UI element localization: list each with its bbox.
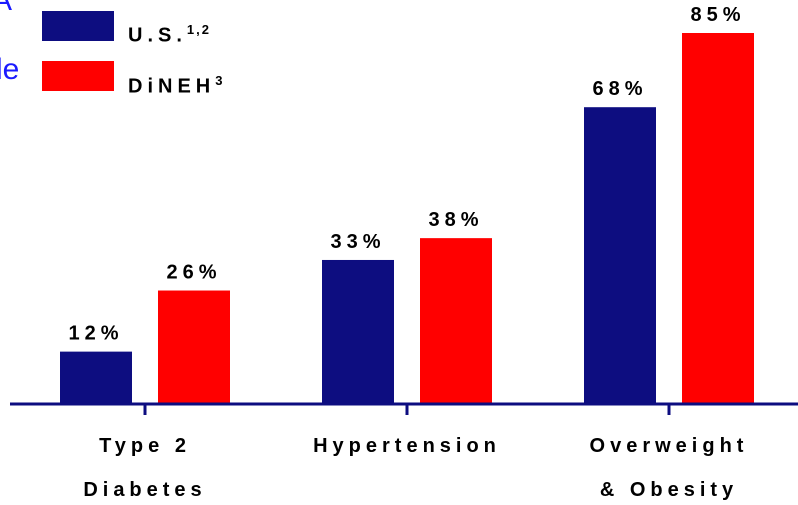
clipped-text-top: A — [0, 0, 13, 17]
data-label-dineh-1: 38% — [428, 209, 483, 231]
x-tick-label-2-line2: & Obesity — [600, 479, 738, 501]
bar-dineh-0 — [158, 290, 230, 404]
legend-swatch-us — [42, 11, 114, 41]
bar-us-1 — [322, 259, 394, 404]
data-label-us-2: 68% — [592, 78, 647, 100]
data-label-us-0: 12% — [68, 323, 123, 345]
x-tick-label-2-line1: Overweight — [590, 435, 749, 457]
legend-name-us: U.S. — [128, 24, 187, 47]
legend-label-us: U.S.1,2 — [128, 22, 211, 48]
legend-label-dineh: DiNEH3 — [128, 73, 224, 99]
legend-swatch-dineh — [42, 61, 114, 91]
data-label-dineh-2: 85% — [690, 4, 745, 26]
bar-dineh-1 — [420, 238, 492, 404]
x-tick-label-0-line2: Diabetes — [83, 479, 206, 501]
clipped-text-middle: le — [0, 53, 20, 86]
x-tick-label-0-line1: Type 2 — [99, 435, 191, 457]
bar-us-0 — [60, 351, 132, 404]
data-label-us-1: 33% — [330, 231, 385, 253]
legend-superscript-us: 1,2 — [186, 22, 211, 37]
legend-superscript-dineh: 3 — [215, 73, 225, 88]
bar-us-2 — [584, 107, 656, 404]
legend-name-dineh: DiNEH — [128, 75, 216, 98]
bar-dineh-2 — [682, 33, 754, 404]
x-tick-label-1-line1: Hypertension — [313, 435, 501, 457]
data-label-dineh-0: 26% — [166, 262, 221, 284]
